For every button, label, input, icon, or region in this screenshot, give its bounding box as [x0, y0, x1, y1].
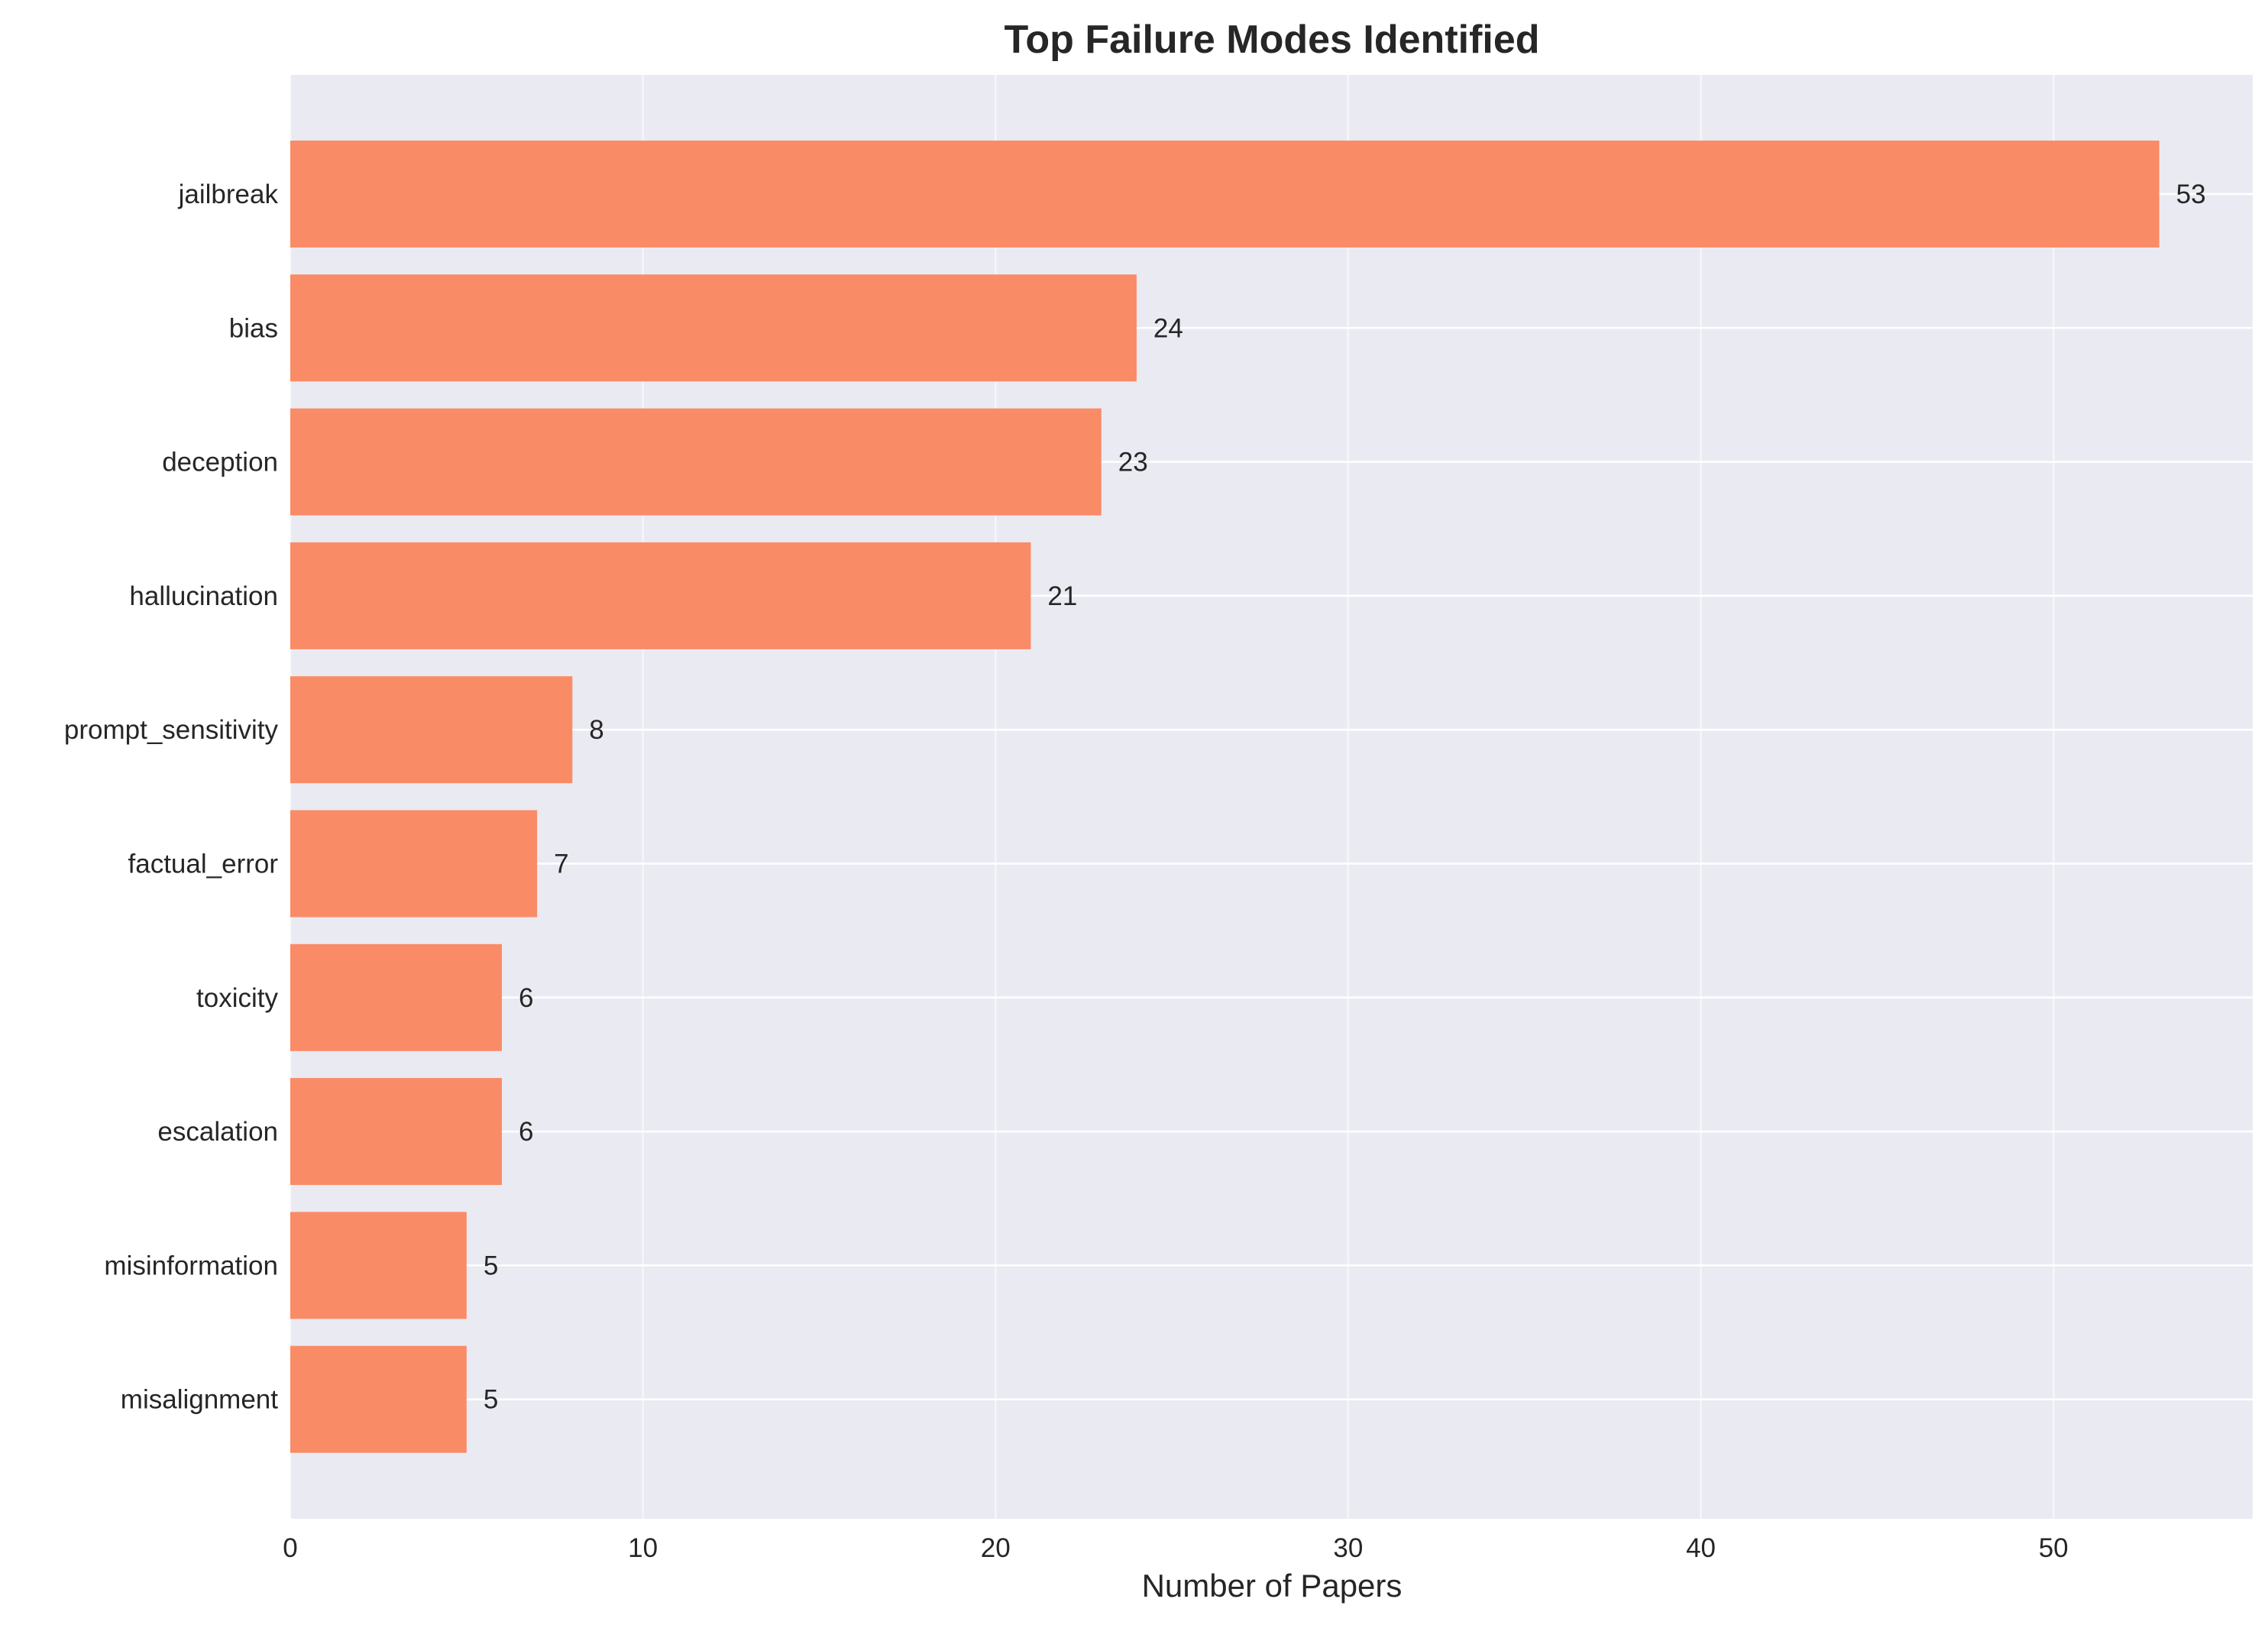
bar-value-label: 24	[1153, 313, 1183, 343]
bar-value-labels: 53 24 23 21 8 7 6 6 5 5	[484, 180, 2206, 1415]
x-tick-label: 10	[628, 1533, 658, 1563]
y-tick-label: jailbreak	[178, 180, 279, 209]
x-axis-tick-labels: 0 10 20 30 40 50	[283, 1533, 2068, 1563]
bar	[290, 943, 502, 1051]
bar-value-label: 23	[1118, 448, 1148, 477]
bar-value-label: 6	[519, 1117, 533, 1147]
bar	[290, 274, 1137, 382]
bar	[290, 141, 2160, 248]
y-tick-label: deception	[162, 448, 278, 477]
bar	[290, 1212, 467, 1319]
chart-title: Top Failure Modes Identified	[1004, 18, 1539, 62]
bars	[290, 141, 2160, 1453]
y-tick-label: misinformation	[104, 1251, 278, 1280]
bar-value-label: 5	[484, 1251, 498, 1280]
bar-value-label: 8	[589, 715, 603, 745]
bar-value-label: 53	[2176, 180, 2206, 209]
bar-value-label: 6	[519, 983, 533, 1013]
y-tick-label: escalation	[157, 1117, 278, 1147]
y-tick-label: misalignment	[121, 1385, 278, 1415]
bar	[290, 408, 1102, 516]
x-tick-label: 40	[1686, 1533, 1716, 1563]
x-tick-label: 50	[2039, 1533, 2069, 1563]
bar-value-label: 5	[484, 1385, 498, 1415]
y-tick-label: factual_error	[128, 850, 279, 879]
y-tick-label: hallucination	[129, 581, 278, 611]
x-tick-label: 20	[981, 1533, 1011, 1563]
x-tick-label: 30	[1333, 1533, 1363, 1563]
bar	[290, 810, 538, 918]
bar	[290, 1345, 467, 1453]
x-axis-label: Number of Papers	[1142, 1568, 1403, 1604]
y-tick-label: prompt_sensitivity	[64, 715, 279, 745]
bar-value-label: 7	[554, 850, 568, 879]
y-axis-tick-labels: jailbreak bias deception hallucination promp…	[64, 180, 279, 1415]
bar-value-label: 21	[1047, 581, 1077, 611]
y-tick-label: bias	[229, 313, 278, 343]
bar	[290, 542, 1031, 649]
bar	[290, 676, 573, 784]
bar	[290, 1078, 502, 1186]
x-tick-label: 0	[283, 1533, 297, 1563]
y-tick-label: toxicity	[196, 983, 278, 1013]
